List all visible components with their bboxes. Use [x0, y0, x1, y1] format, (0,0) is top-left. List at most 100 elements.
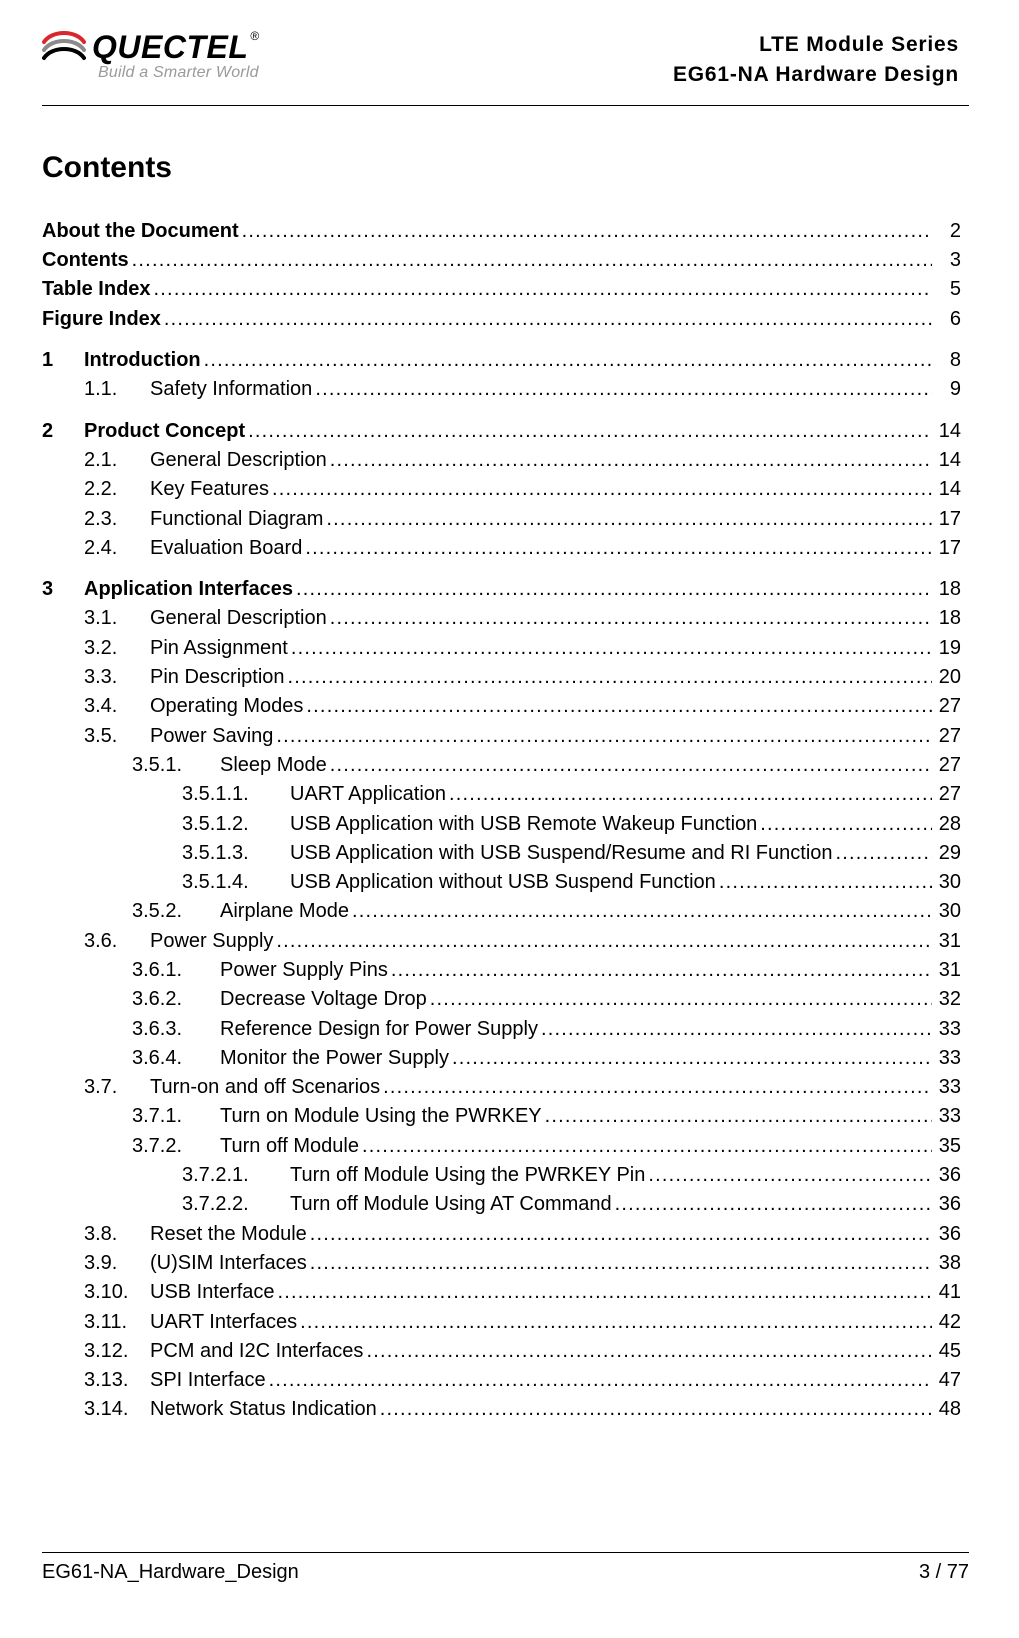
- toc-page: 30: [935, 872, 961, 892]
- toc-entry[interactable]: 3.8.Reset the Module36: [42, 1224, 961, 1244]
- toc-entry[interactable]: 3.5.1.3.USB Application with USB Suspend…: [42, 843, 961, 863]
- toc-entry[interactable]: 3.5.Power Saving27: [42, 726, 961, 746]
- toc-entry[interactable]: 3.5.2.Airplane Mode30: [42, 901, 961, 921]
- toc-label: Reference Design for Power Supply: [220, 1019, 538, 1039]
- toc-label: General Description: [150, 608, 327, 628]
- footer-page-number: 3 / 77: [919, 1561, 969, 1584]
- toc-entry[interactable]: Contents3: [42, 250, 961, 270]
- toc-page: 2: [935, 221, 961, 241]
- toc-entry[interactable]: 3.6.1.Power Supply Pins31: [42, 960, 961, 980]
- toc-page: 32: [935, 989, 961, 1009]
- toc-label: Turn off Module: [220, 1136, 359, 1156]
- toc-entry[interactable]: 3.7.1.Turn on Module Using the PWRKEY 33: [42, 1106, 961, 1126]
- toc-entry[interactable]: 3.5.1.2.USB Application with USB Remote …: [42, 814, 961, 834]
- toc-entry[interactable]: 3.10.USB Interface41: [42, 1282, 961, 1302]
- toc-leader-dots: [330, 755, 932, 775]
- toc-number: 3: [42, 579, 84, 599]
- toc-label: Introduction: [84, 350, 201, 370]
- quectel-swoosh-icon: [42, 28, 86, 66]
- toc-label: Application Interfaces: [84, 579, 293, 599]
- toc-entry[interactable]: 3.6.2.Decrease Voltage Drop32: [42, 989, 961, 1009]
- toc-leader-dots: [362, 1136, 932, 1156]
- toc-page: 41: [935, 1282, 961, 1302]
- toc-entry[interactable]: 2.3.Functional Diagram17: [42, 509, 961, 529]
- toc-entry[interactable]: 3.6.Power Supply31: [42, 931, 961, 951]
- toc-leader-dots: [330, 608, 932, 628]
- toc-page: 45: [935, 1341, 961, 1361]
- toc-entry[interactable]: 3.7.2.Turn off Module 35: [42, 1136, 961, 1156]
- toc-entry[interactable]: 3.4.Operating Modes 27: [42, 696, 961, 716]
- toc-label: Table Index: [42, 279, 151, 299]
- toc-entry[interactable]: 3.11.UART Interfaces42: [42, 1312, 961, 1332]
- toc-label: USB Application with USB Suspend/Resume …: [290, 843, 833, 863]
- toc-page: 33: [935, 1106, 961, 1126]
- toc-page: 9: [935, 379, 961, 399]
- toc-page: 29: [935, 843, 961, 863]
- toc-entry[interactable]: 3.1.General Description 18: [42, 608, 961, 628]
- toc-page: 5: [935, 279, 961, 299]
- toc-entry[interactable]: 3.7.2.1.Turn off Module Using the PWRKEY…: [42, 1165, 961, 1185]
- toc-number: 2.2.: [84, 479, 150, 499]
- toc-label: USB Application without USB Suspend Func…: [290, 872, 716, 892]
- toc-entry[interactable]: 3.13.SPI Interface 47: [42, 1370, 961, 1390]
- toc-number: 3.7.1.: [132, 1106, 220, 1126]
- toc-entry[interactable]: 2.2.Key Features14: [42, 479, 961, 499]
- brand-block: QUECTEL® Build a Smarter World: [42, 28, 259, 82]
- toc-entry[interactable]: 3.2.Pin Assignment 19: [42, 638, 961, 658]
- toc-label: Pin Assignment: [150, 638, 288, 658]
- toc-entry[interactable]: 2Product Concept 14: [42, 421, 961, 441]
- toc-entry[interactable]: 1.1.Safety Information9: [42, 379, 961, 399]
- toc-number: 3.1.: [84, 608, 150, 628]
- toc-page: 18: [935, 608, 961, 628]
- toc-entry[interactable]: 3.7.Turn-on and off Scenarios33: [42, 1077, 961, 1097]
- toc-entry[interactable]: 3.3.Pin Description20: [42, 667, 961, 687]
- toc-leader-dots: [154, 279, 932, 299]
- toc-label: UART Application: [290, 784, 446, 804]
- toc-leader-dots: [380, 1399, 932, 1419]
- toc-number: 2.1.: [84, 450, 150, 470]
- toc-leader-dots: [276, 931, 932, 951]
- toc-label: Turn off Module Using the PWRKEY Pin: [290, 1165, 645, 1185]
- toc-page: 14: [935, 421, 961, 441]
- toc-entry[interactable]: 3.7.2.2.Turn off Module Using AT Command…: [42, 1194, 961, 1214]
- toc-leader-dots: [291, 638, 932, 658]
- toc-number: 1.1.: [84, 379, 150, 399]
- toc-entry[interactable]: 3.6.4.Monitor the Power Supply33: [42, 1048, 961, 1068]
- toc-number: 3.2.: [84, 638, 150, 658]
- toc-leader-dots: [326, 509, 932, 529]
- toc-entry[interactable]: Table Index 5: [42, 279, 961, 299]
- toc-page: 17: [935, 538, 961, 558]
- toc-entry[interactable]: 2.4.Evaluation Board17: [42, 538, 961, 558]
- toc-label: Network Status Indication: [150, 1399, 377, 1419]
- toc-leader-dots: [278, 1282, 932, 1302]
- toc-number: 3.3.: [84, 667, 150, 687]
- toc-number: 3.7.2.: [132, 1136, 220, 1156]
- toc-entry[interactable]: 3.6.3.Reference Design for Power Supply3…: [42, 1019, 961, 1039]
- toc-label: Turn on Module Using the PWRKEY: [220, 1106, 542, 1126]
- toc-leader-dots: [315, 379, 932, 399]
- header-line1: LTE Module Series: [673, 30, 959, 60]
- toc-number: 3.13.: [84, 1370, 150, 1390]
- toc-entry[interactable]: 2.1.General Description 14: [42, 450, 961, 470]
- toc-number: 3.5.1.4.: [182, 872, 290, 892]
- toc-entry[interactable]: 1Introduction 8: [42, 350, 961, 370]
- toc-entry[interactable]: 3.9.(U)SIM Interfaces38: [42, 1253, 961, 1273]
- toc-page: 33: [935, 1077, 961, 1097]
- toc-entry[interactable]: 3.12.PCM and I2C Interfaces45: [42, 1341, 961, 1361]
- toc-entry[interactable]: 3.5.1.Sleep Mode27: [42, 755, 961, 775]
- toc-label: Airplane Mode: [220, 901, 349, 921]
- toc-page: 27: [935, 755, 961, 775]
- toc-page: 19: [935, 638, 961, 658]
- brand-text: QUECTEL®: [92, 29, 259, 66]
- toc-label: Figure Index: [42, 309, 161, 329]
- toc-label: About the Document: [42, 221, 239, 241]
- toc-entry[interactable]: Figure Index6: [42, 309, 961, 329]
- toc-number: 1: [42, 350, 84, 370]
- toc-entry[interactable]: 3.5.1.1.UART Application27: [42, 784, 961, 804]
- toc-page: 18: [935, 579, 961, 599]
- toc-entry[interactable]: 3.5.1.4.USB Application without USB Susp…: [42, 872, 961, 892]
- toc-entry[interactable]: 3.14.Network Status Indication 48: [42, 1399, 961, 1419]
- toc-entry[interactable]: 3Application Interfaces 18: [42, 579, 961, 599]
- toc-page: 35: [935, 1136, 961, 1156]
- toc-entry[interactable]: About the Document 2: [42, 221, 961, 241]
